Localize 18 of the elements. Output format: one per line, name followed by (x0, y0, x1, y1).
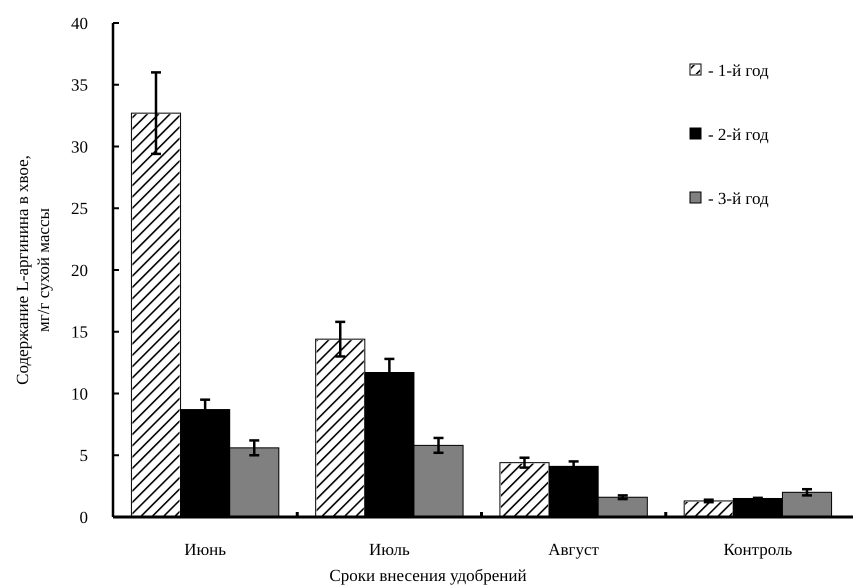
x-axis-title: Сроки внесения удобрений (329, 566, 527, 585)
y-tick-label: 5 (80, 446, 88, 466)
y-tick-label: 35 (71, 76, 88, 95)
x-tick-label: Июль (368, 540, 410, 559)
x-tick-label: Контроль (724, 540, 792, 559)
legend-label: - 2-й год (708, 124, 769, 144)
x-tick-label: Август (548, 540, 600, 559)
x-tick-label: Июнь (184, 540, 226, 559)
legend-label: - 3-й год (708, 188, 769, 208)
y-tick-label: 0 (80, 508, 88, 527)
y-tick-label: 40 (71, 14, 88, 33)
y-tick-label: 10 (71, 384, 88, 404)
y-tick-label: 20 (71, 260, 88, 280)
y-axis-title: Содержание L-аргинина в хвое, мг/г сухой массы (13, 155, 53, 385)
y-tick-label: 15 (71, 322, 88, 342)
y-tick-label: 30 (71, 137, 88, 156)
legend-label: - 1-й год (708, 60, 769, 80)
y-tick-label: 25 (71, 199, 88, 218)
